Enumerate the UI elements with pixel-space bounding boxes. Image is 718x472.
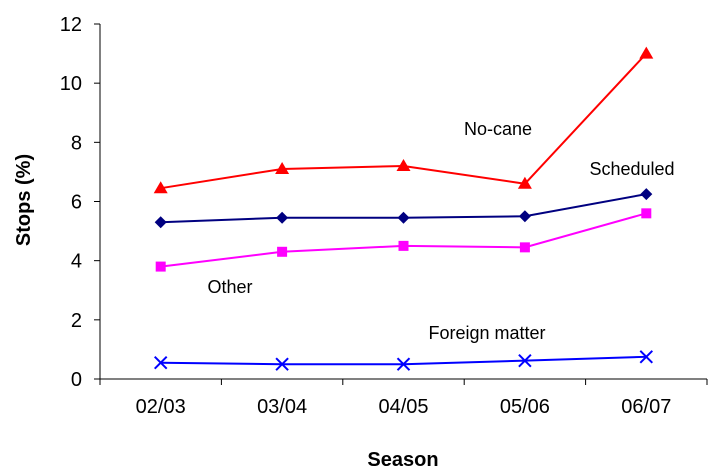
y-tick-label: 10: [60, 73, 82, 95]
series-label-foreign-matter: Foreign matter: [428, 323, 545, 343]
data-point: [640, 188, 653, 201]
data-point: [396, 159, 411, 171]
y-tick-label: 4: [71, 251, 82, 273]
x-tick-label: 06/07: [621, 396, 671, 418]
data-point: [639, 350, 654, 364]
axes: 0 2 4 6 8 10 12 02/03 03/04 04/05 05/06 06/07: [60, 14, 708, 418]
series-scheduled: [154, 188, 653, 229]
y-tick-label: 0: [71, 369, 82, 391]
x-tick-label: 02/03: [136, 396, 186, 418]
data-point: [153, 181, 168, 194]
data-point: [154, 216, 167, 229]
data-point: [641, 208, 652, 219]
x-tick-label: 03/04: [257, 396, 307, 418]
y-tick-label: 12: [60, 14, 82, 36]
y-tick-label: 2: [71, 310, 82, 332]
data-point: [396, 357, 411, 371]
x-axis-title: Season: [367, 449, 438, 471]
series-other: [155, 208, 652, 272]
x-tick-label: 04/05: [378, 396, 428, 418]
data-point: [517, 176, 532, 189]
data-point: [397, 211, 410, 224]
series-label-other: Other: [207, 277, 252, 297]
series-label-no-cane: No-cane: [464, 119, 532, 139]
data-point: [639, 46, 654, 59]
data-point: [153, 356, 168, 370]
series-no-cane: [153, 46, 654, 194]
data-point: [518, 353, 532, 368]
data-point: [275, 161, 290, 174]
series-foreign-matter: [153, 350, 654, 371]
series-labels: No-cane Scheduled Other Foreign matter: [207, 119, 674, 343]
series-layer: [153, 46, 654, 371]
data-point: [398, 240, 409, 251]
data-point: [518, 210, 531, 223]
y-tick-label: 6: [71, 192, 82, 214]
data-point: [155, 261, 166, 272]
y-tick-label: 8: [71, 132, 82, 154]
x-tick-label: 05/06: [500, 396, 550, 418]
data-point: [277, 246, 288, 257]
y-axis-title: Stops (%): [13, 154, 35, 246]
series-label-scheduled: Scheduled: [589, 159, 674, 179]
data-point: [275, 357, 289, 371]
data-point: [519, 242, 530, 253]
data-point: [276, 211, 289, 224]
